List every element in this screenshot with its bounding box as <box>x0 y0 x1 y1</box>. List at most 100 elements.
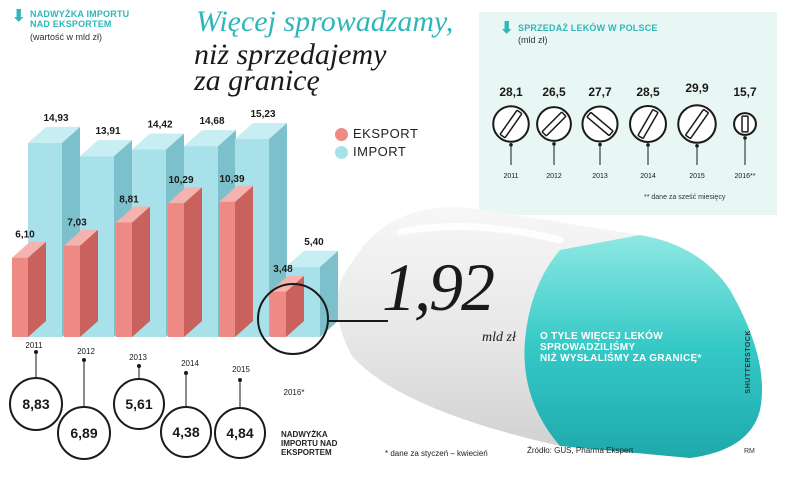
sales-value-label: 15,7 <box>733 85 757 99</box>
sales-value-label: 29,9 <box>685 81 709 95</box>
sales-year-label: 2015 <box>689 173 705 180</box>
headline-line1: Więcej sprowadzamy, <box>196 5 454 38</box>
surplus-value: 6,89 <box>70 425 97 441</box>
sales-panel <box>479 12 777 215</box>
photo-credit: SHUTTERSTOCK <box>745 330 752 394</box>
capsule-caption-line3: NIŻ WYSŁALIŚMY ZA GRANICĘ* <box>540 353 702 364</box>
export-bar-2014 <box>168 187 202 337</box>
surplus-value: 4,38 <box>172 424 199 440</box>
tablet-connector-dot <box>695 143 699 148</box>
sales-down-arrow-icon: ⬇ <box>500 20 514 37</box>
sales-year-label: 2014 <box>640 173 656 180</box>
export-bar-2011 <box>12 241 46 337</box>
tablet-score <box>685 109 709 139</box>
import-bar-2011-top <box>28 126 80 143</box>
legend-import-swatch <box>335 146 348 159</box>
export-bar-2013 <box>116 206 150 337</box>
footer-footnote: * dane za styczeń – kwiecień <box>385 449 488 458</box>
export-bar-2014-front <box>168 203 184 337</box>
year-tick-label: 2015 <box>232 365 250 374</box>
tablet-2011 <box>492 105 530 143</box>
tablet-2015 <box>677 104 717 144</box>
tablet-score-line <box>586 112 614 136</box>
sales-panel-unit: (mld zł) <box>518 35 548 45</box>
surplus-connector-dot <box>238 378 242 382</box>
footer-source: Źródło: GUS, Pharma Ekspert <box>527 446 634 455</box>
export-bar-2016*-front <box>270 291 286 337</box>
capsule-caption: O TYLE WIĘCEJ LEKÓW SPROWADZILIŚMY NIŻ W… <box>540 331 702 364</box>
tablet-connector-dot <box>598 142 602 147</box>
tablet-score <box>499 109 523 139</box>
tablet-score-line <box>685 109 709 139</box>
trade-bars: 14,93 6,10 2011 13,91 7,03 2012 14,42 8,81 2013 1… <box>12 109 388 397</box>
sales-year-label: 2012 <box>546 173 562 180</box>
export-bar-2015-top <box>219 185 253 202</box>
capsule-illustration <box>337 207 762 458</box>
footer-initials: RM <box>744 448 755 455</box>
tablet-2013 <box>581 105 619 143</box>
tablet-score-line <box>741 115 749 133</box>
capsule-highlight <box>396 223 564 244</box>
surplus-circle <box>113 378 165 430</box>
headline-line2: niż sprzedajemy <box>194 38 387 71</box>
export-value-label: 6,10 <box>15 230 35 241</box>
legend-export-label: EKSPORT <box>353 126 419 141</box>
sales-value-label: 27,7 <box>588 85 612 99</box>
sales-year-label: 2011 <box>503 173 518 180</box>
export-bar-2012-front <box>64 245 80 337</box>
import-value-label: 5,40 <box>304 237 324 248</box>
surplus-value: 8,83 <box>22 396 49 412</box>
import-bar-2016*-side <box>320 250 338 337</box>
year-tick-label: 2012 <box>77 347 95 356</box>
import-surplus-title-line1: NADWYŻKA IMPORTU <box>30 9 130 19</box>
export-bar-2013-front <box>116 222 132 337</box>
export-value-label: 7,03 <box>67 218 87 229</box>
import-bar-2013-top <box>132 133 184 150</box>
export-value-label: 10,29 <box>168 175 193 186</box>
import-value-label: 14,68 <box>199 116 224 127</box>
tablet-connector-dot <box>552 142 556 146</box>
surplus-label-line1: NADWYŻKA <box>281 430 328 439</box>
import-surplus-title-line2: NAD EKSPORTEM <box>30 19 112 29</box>
export-bar-2014-top <box>168 187 202 204</box>
export-bar-2011-front <box>12 257 28 337</box>
import-value-label: 13,91 <box>95 126 120 137</box>
tablet-2014 <box>629 105 667 143</box>
headline-line3: za granicę <box>194 64 320 97</box>
sales-year-label: 2013 <box>592 173 608 180</box>
export-bar-2012-side <box>80 229 98 337</box>
sales-value-label: 26,5 <box>542 85 566 99</box>
magnifier-ring <box>257 283 329 355</box>
capsule-caption-line2: SPROWADZILIŚMY <box>540 342 636 353</box>
down-arrow-icon: ⬇ <box>12 8 26 25</box>
tablet-score-line <box>499 109 523 139</box>
surplus-circle <box>160 406 212 458</box>
legend-export-swatch <box>335 128 348 141</box>
surplus-label: NADWYŻKA IMPORTU NAD EKSPORTEM <box>281 430 337 457</box>
sales-value-label: 28,1 <box>499 85 523 99</box>
surplus-circle <box>57 406 111 460</box>
tablet-score-line <box>637 109 659 139</box>
sales-value-label: 28,5 <box>636 85 660 99</box>
export-bar-2014-side <box>184 187 202 337</box>
surplus-connectors: 8,83 6,89 5,61 4,38 4,84 <box>9 350 266 460</box>
legend-import-label: IMPORT <box>353 144 407 159</box>
import-value-label: 14,93 <box>43 113 68 124</box>
export-bar-2012-top <box>64 229 98 246</box>
tablet-connector-dot <box>743 136 747 140</box>
export-bar-2011-side <box>28 241 46 337</box>
surplus-label-line3: EKSPORTEM <box>281 448 332 457</box>
export-bar-2013-side <box>132 206 150 337</box>
tablet-2012 <box>536 106 572 142</box>
surplus-connector-dot <box>137 364 141 368</box>
export-bar-2011-top <box>12 241 46 258</box>
sales-panel-title: SPRZEDAŻ LEKÓW W POLSCE <box>518 23 658 33</box>
tablet-2016** <box>733 112 757 136</box>
sales-tablets: 28,1 2011 26,5 2012 27,7 2013 28,5 2014 29,9 2015… <box>492 81 757 180</box>
export-bar-2016*-side <box>286 275 304 337</box>
surplus-2016-unit: mld zł <box>482 330 516 345</box>
tablet-connector-dot <box>509 142 513 147</box>
export-value-label: 10,39 <box>219 174 244 185</box>
import-bar-2014-top <box>184 130 236 147</box>
